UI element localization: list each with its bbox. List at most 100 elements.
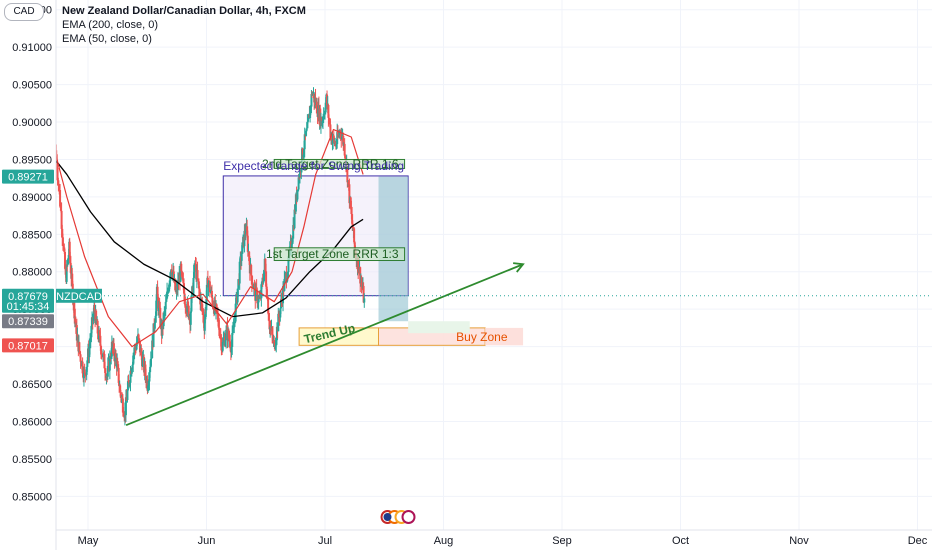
candle-body <box>117 368 120 383</box>
candle-body <box>302 154 305 158</box>
candle-body <box>220 337 223 351</box>
candle-body <box>138 341 141 353</box>
price-tag-bg <box>2 338 54 353</box>
candle-body <box>140 348 143 356</box>
symbol-tag-bg <box>56 288 102 303</box>
chart-grid <box>56 0 932 530</box>
candle-body <box>112 343 115 356</box>
candle-body <box>351 223 354 231</box>
candle-body <box>340 136 343 140</box>
candle-body <box>166 291 169 299</box>
candle-body <box>168 284 171 292</box>
candle-body <box>128 382 131 384</box>
currency-badge[interactable]: CAD <box>4 3 44 21</box>
candle-body <box>157 305 160 311</box>
candle-body <box>206 277 209 288</box>
candle-body <box>118 382 121 386</box>
candle-body <box>225 329 228 340</box>
candle-body <box>147 385 150 391</box>
candle-body <box>310 94 313 107</box>
candle-body <box>117 364 120 369</box>
candle-body <box>187 301 190 306</box>
candle-body <box>69 255 72 263</box>
candle-body <box>274 345 277 350</box>
candle-body <box>104 368 107 374</box>
candle-body <box>90 325 93 338</box>
candle-body <box>360 280 363 285</box>
candle-body <box>86 360 89 367</box>
candle-body <box>301 148 304 158</box>
candle-body <box>79 354 82 362</box>
candle-body <box>179 263 182 282</box>
candle-body <box>73 300 76 319</box>
y-tick-label: 0.86000 <box>12 416 52 428</box>
candle-body <box>307 118 310 122</box>
candle-body <box>233 321 236 328</box>
candle-body <box>144 364 147 376</box>
trend-up-line <box>125 263 524 427</box>
candle-body <box>62 245 65 248</box>
price-axis[interactable]: 0.915000.910000.905000.900000.895000.890… <box>0 0 57 550</box>
price-axis-bg <box>0 0 56 550</box>
candle-body <box>151 340 154 358</box>
candle-body <box>172 271 175 282</box>
candle-body <box>106 365 109 377</box>
candle-body <box>181 273 184 280</box>
candle-body <box>241 242 244 254</box>
candle-body <box>148 372 151 382</box>
trend-arrow-head <box>513 262 525 273</box>
candle-body <box>362 285 365 303</box>
candle-body <box>163 311 166 315</box>
candle-body <box>353 228 356 243</box>
candle-body <box>260 284 263 299</box>
indicator-ema50-label[interactable]: EMA (50, close, 0) <box>62 33 152 45</box>
candle-body <box>66 259 69 265</box>
candle-body <box>296 190 299 201</box>
candle-body <box>190 295 193 312</box>
candle-body <box>234 303 237 322</box>
candle-body <box>204 309 207 320</box>
candle-body <box>185 312 188 314</box>
time-axis[interactable]: May Jun Jul Aug Sep Oct Nov Dec <box>56 529 932 547</box>
candle-body <box>298 166 301 178</box>
candle-body <box>165 298 168 302</box>
candle-body <box>211 297 214 307</box>
candle-body <box>343 143 346 156</box>
candle-body <box>350 208 353 215</box>
candle-body <box>305 128 308 131</box>
price-tag-value: 0.89271 <box>8 172 48 184</box>
candle-body <box>331 140 334 145</box>
candle-body <box>323 113 326 115</box>
candle-body <box>207 282 210 288</box>
candle-body <box>102 353 105 355</box>
candle-body <box>138 338 141 342</box>
target-1-box <box>273 247 406 262</box>
indicator-ema200-label[interactable]: EMA (200, close, 0) <box>62 19 158 31</box>
candle-body <box>351 214 354 224</box>
candle-body <box>363 298 366 303</box>
candle-body <box>219 336 222 338</box>
candle-body <box>280 299 283 301</box>
price-tag-value: 0.87339 <box>8 316 48 328</box>
candle-body <box>57 180 60 185</box>
candle-body <box>252 284 255 288</box>
candle-body <box>306 121 309 129</box>
candle-body <box>132 352 135 356</box>
candle-body <box>357 257 360 273</box>
y-tick-label: 0.91000 <box>12 42 52 54</box>
candle-body <box>338 134 341 136</box>
candle-body <box>116 361 119 365</box>
candle-body <box>167 291 170 293</box>
candle-body <box>110 341 113 357</box>
candle-body <box>135 344 138 350</box>
candle-body <box>342 135 345 147</box>
candle-body <box>130 368 133 374</box>
candle-body <box>78 350 81 355</box>
candle-body <box>243 230 246 247</box>
candle-body <box>300 148 303 168</box>
candle-body <box>337 134 340 137</box>
candle-body <box>162 314 165 327</box>
candle-body <box>264 258 267 272</box>
candle-body <box>244 230 247 234</box>
